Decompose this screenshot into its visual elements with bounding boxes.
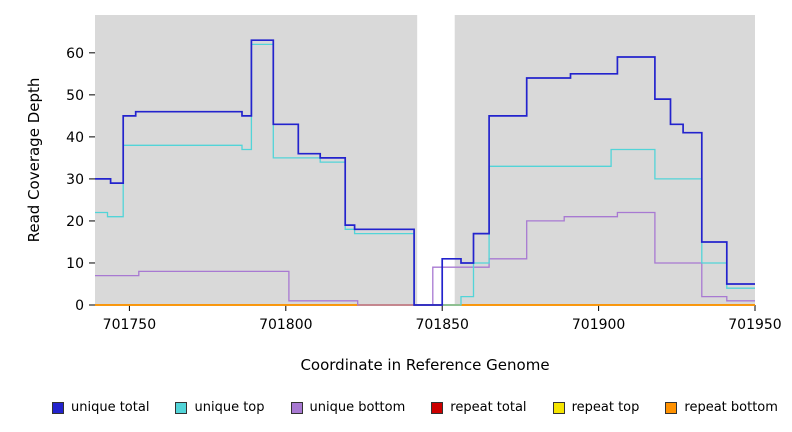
- y-axis-label: Read Coverage Depth: [25, 77, 43, 243]
- y-tick-label: 60: [66, 46, 84, 62]
- legend-label-unique-bottom: unique bottom: [309, 400, 406, 415]
- y-tick-label: 10: [66, 256, 84, 272]
- legend-swatch-repeat-bottom-icon: [665, 401, 678, 414]
- legend-item-unique-total: unique total: [52, 400, 149, 415]
- x-tick-label: 701800: [259, 317, 312, 333]
- legend: unique total unique top unique bottom re…: [0, 400, 792, 415]
- y-tick-label: 40: [66, 130, 84, 146]
- legend-item-repeat-total: repeat total: [431, 400, 527, 415]
- no-data-gap-band: [417, 9, 455, 305]
- legend-label-repeat-top: repeat top: [571, 400, 640, 415]
- legend-item-unique-bottom: unique bottom: [290, 400, 406, 415]
- legend-swatch-unique-bottom-icon: [290, 401, 303, 414]
- x-tick-label: 701900: [572, 317, 625, 333]
- legend-label-repeat-total: repeat total: [450, 400, 527, 415]
- legend-swatch-unique-total-icon: [52, 401, 64, 414]
- legend-item-unique-top: unique top: [175, 400, 265, 415]
- legend-swatch-repeat-total-icon: [431, 401, 444, 414]
- x-tick-label: 701750: [103, 317, 156, 333]
- y-tick-label: 20: [66, 214, 84, 230]
- x-tick-label: 701850: [415, 317, 468, 333]
- legend-swatch-repeat-top-icon: [552, 401, 565, 414]
- legend-item-repeat-top: repeat top: [552, 400, 640, 415]
- y-tick-label: 50: [66, 88, 84, 104]
- legend-label-unique-total: unique total: [71, 400, 150, 415]
- series-unique-top: [95, 43, 755, 306]
- coverage-plot: 701750 701800 701850 701900 701950 0 10 20 30 40 5…: [66, 9, 782, 333]
- series-unique-total: [95, 39, 755, 306]
- legend-label-repeat-bottom: repeat bottom: [684, 400, 778, 415]
- series-unique-bottom: [95, 211, 755, 306]
- x-tick-label: 701950: [728, 317, 781, 333]
- legend-item-repeat-bottom: repeat bottom: [665, 400, 778, 415]
- legend-label-unique-top: unique top: [194, 400, 265, 415]
- y-tick-label: 30: [66, 172, 84, 188]
- legend-swatch-unique-top-icon: [175, 401, 188, 414]
- x-axis-label: Coordinate in Reference Genome: [300, 356, 550, 374]
- y-tick-label: 0: [75, 298, 84, 314]
